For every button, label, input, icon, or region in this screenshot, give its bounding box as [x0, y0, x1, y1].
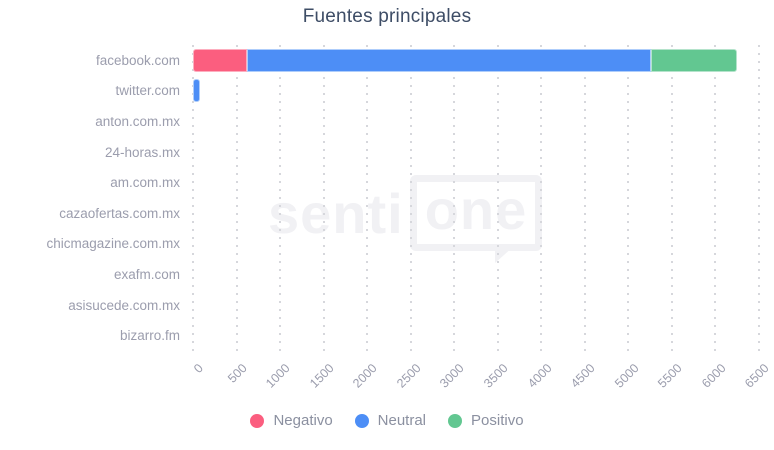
y-axis-label-twitter-com: twitter.com: [115, 83, 180, 99]
gridline: [714, 45, 717, 351]
stacked-bar-facebook-com: [193, 48, 738, 72]
bar-row: [193, 229, 759, 260]
bar-row: [193, 106, 759, 137]
y-axis-label-exafm-com: exafm.com: [113, 266, 180, 282]
y-axis-label-am-com-mx: am.com.mx: [110, 175, 180, 191]
x-tick-label: 4500: [568, 361, 598, 391]
x-tick-label: 0: [191, 361, 206, 376]
bar-row: [193, 198, 759, 229]
y-axis-label-facebook-com: facebook.com: [95, 52, 180, 68]
bar-segment-negativo[interactable]: [193, 48, 247, 72]
bar-segment-positivo[interactable]: [651, 48, 738, 72]
x-tick-label: 6500: [742, 361, 772, 391]
x-tick-label: 1500: [306, 361, 337, 391]
gridline: [496, 45, 499, 351]
x-tick-label: 3500: [481, 361, 511, 391]
legend-label: Positivo: [471, 412, 524, 429]
x-tick-label: 5000: [611, 361, 642, 391]
y-axis-labels: facebook.com twitter.com anton.com.mx 24-ho…: [0, 45, 180, 351]
y-axis-label-bizarro-fm: bizarro.fm: [119, 328, 180, 344]
legend: Negativo Neutral Positivo: [0, 412, 774, 429]
y-axis-label-chicmagazine-com-mx: chicmagazine.com.mx: [46, 236, 180, 252]
bar-row: [193, 45, 759, 76]
legend-item-neutral[interactable]: Neutral: [354, 412, 427, 429]
bar-row: [193, 76, 759, 107]
x-tick-label: 6000: [698, 361, 729, 391]
legend-swatch-neutral: [354, 413, 369, 428]
gridline: [192, 45, 194, 351]
y-axis-label-cazaofertas-com-mx: cazaofertas.com.mx: [59, 205, 180, 221]
bar-row: [193, 259, 759, 290]
legend-swatch-negativo: [250, 413, 265, 428]
stacked-bar-twitter-com: [193, 79, 200, 103]
gridline: [279, 45, 282, 351]
gridline: [627, 45, 630, 351]
x-tick-label: 4000: [524, 361, 555, 391]
chart-title: Fuentes principales: [302, 6, 472, 27]
legend-item-negativo[interactable]: Negativo: [250, 412, 333, 429]
gridline: [366, 45, 369, 351]
bar-row: [193, 320, 759, 351]
bar-segment-neutral[interactable]: [246, 48, 652, 72]
bar-row: [193, 167, 759, 198]
plot-area: [192, 45, 760, 351]
y-axis-label-anton-com-mx: anton.com.mx: [95, 113, 180, 129]
x-tick-label: 500: [224, 361, 250, 386]
bar-row: [193, 290, 759, 321]
bar-row: [193, 137, 759, 168]
y-axis-label-asisucede-com-mx: asisucede.com.mx: [68, 297, 180, 313]
gridline: [322, 45, 325, 351]
gridline: [453, 45, 456, 351]
legend-label: Negativo: [273, 412, 333, 429]
x-axis-labels: 0 500 1000 1500 2000 2500 3000 3500 4000 4500 5000…: [191, 353, 772, 405]
x-tick-label: 3000: [437, 361, 468, 391]
legend-item-positivo[interactable]: Positivo: [448, 412, 524, 429]
x-tick-label: 5500: [655, 361, 685, 391]
gridline: [670, 45, 673, 351]
x-tick-label: 2000: [350, 361, 381, 391]
gridline: [758, 45, 760, 351]
legend-label: Neutral: [377, 412, 427, 429]
y-axis-label-24-horas-mx: 24-horas.mx: [104, 144, 180, 160]
bar-segment-neutral[interactable]: [193, 79, 200, 103]
x-tick-label: 1000: [263, 361, 293, 391]
gridline: [583, 45, 586, 351]
gridline: [235, 45, 238, 351]
x-tick-label: 2500: [394, 361, 424, 391]
legend-swatch-positivo: [448, 413, 463, 428]
